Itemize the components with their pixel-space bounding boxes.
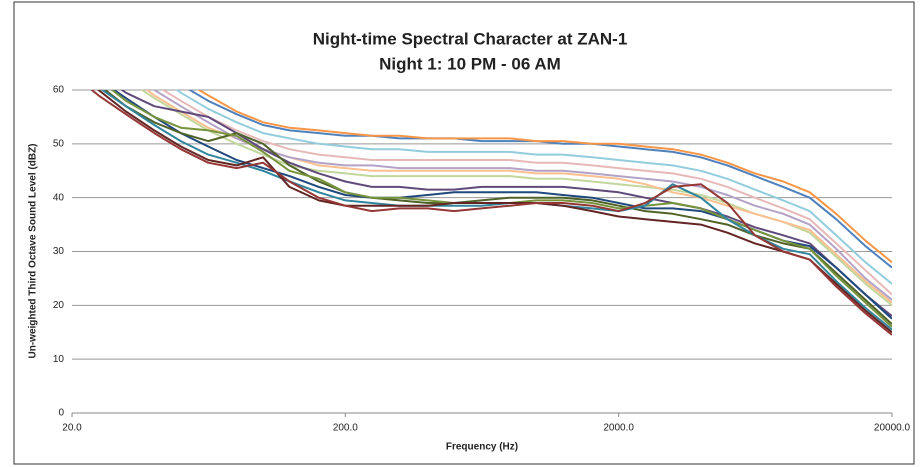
y-tick-label: 40 (53, 192, 65, 203)
series-line (175, 90, 892, 285)
plot-lines (90, 90, 892, 336)
series-line (152, 90, 892, 301)
series-line (90, 90, 892, 336)
x-axis-title: Frequency (Hz) (446, 442, 518, 453)
y-tick-label: 10 (53, 354, 65, 365)
y-tick-label: 50 (53, 138, 65, 149)
y-tick-label: 30 (53, 246, 65, 257)
y-axis-title: Un-weighted Third Octave Sound Level (dB… (28, 143, 39, 358)
chart-title: Night-time Spectral Character at ZAN-1 (313, 29, 628, 48)
x-tick-label: 2000.0 (603, 423, 634, 434)
ticks: 0 10 20 30 40 50 60 20.0 200.0 2000.0 20000.0 (53, 85, 911, 434)
chart-subtitle: Night 1: 10 PM - 06 AM (379, 54, 561, 73)
y-tick-label: 0 (58, 408, 64, 419)
series-line (120, 90, 892, 317)
x-tick-label: 200.0 (333, 423, 358, 434)
y-tick-label: 60 (53, 85, 65, 96)
grid (72, 89, 892, 414)
x-tick-label: 20.0 (62, 423, 82, 434)
series-line (145, 90, 892, 304)
x-tick-label: 20000.0 (874, 423, 911, 434)
y-tick-label: 20 (53, 300, 65, 311)
series-line (197, 90, 892, 264)
series-line (187, 90, 892, 269)
series-line (96, 90, 892, 334)
